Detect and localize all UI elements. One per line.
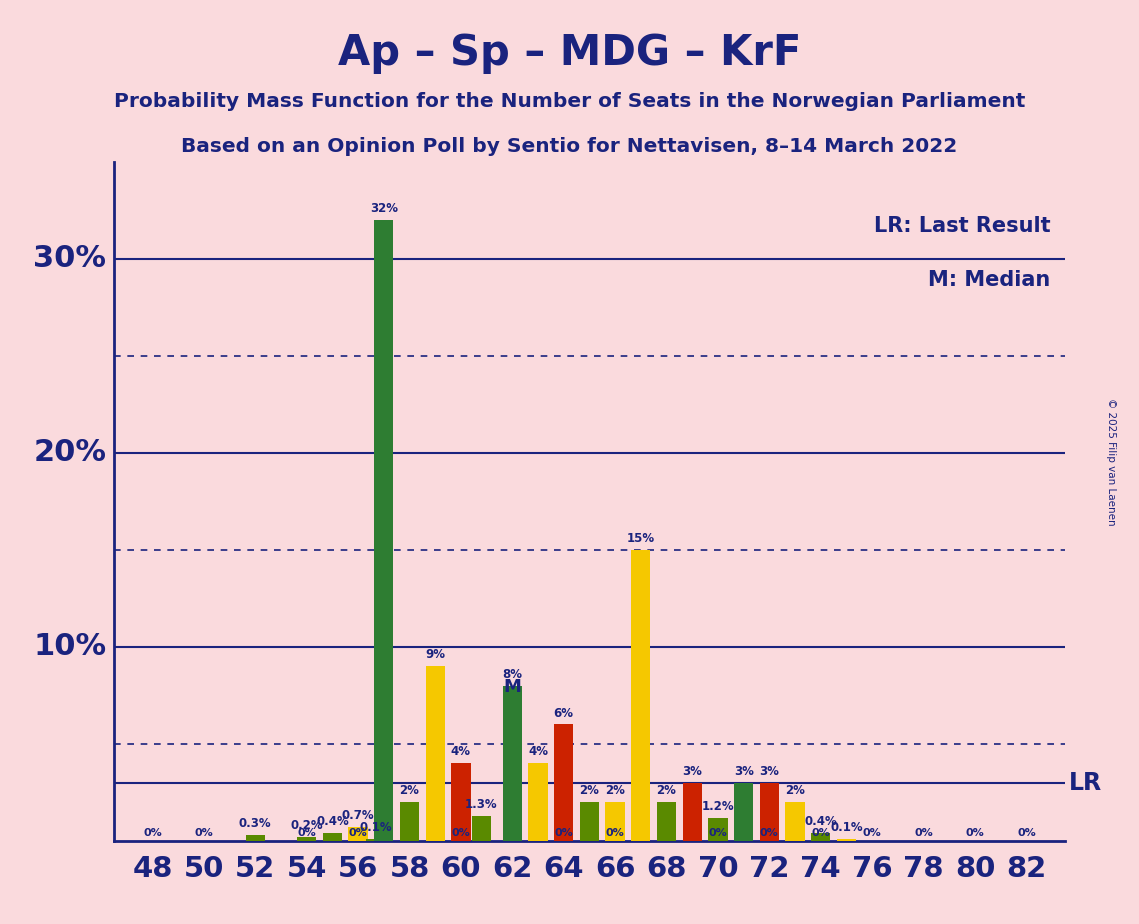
- Bar: [426, 666, 445, 841]
- Text: 0.7%: 0.7%: [342, 809, 375, 822]
- Bar: [606, 802, 625, 841]
- Text: 20%: 20%: [33, 438, 106, 468]
- Bar: [734, 783, 753, 841]
- Text: 0%: 0%: [708, 828, 728, 838]
- Bar: [657, 802, 677, 841]
- Bar: [811, 833, 830, 841]
- Text: 0%: 0%: [349, 828, 368, 838]
- Bar: [554, 724, 573, 841]
- Text: 0%: 0%: [760, 828, 779, 838]
- Text: 30%: 30%: [33, 244, 106, 274]
- Text: 0%: 0%: [144, 828, 162, 838]
- Text: 0%: 0%: [297, 828, 316, 838]
- Bar: [786, 802, 805, 841]
- Text: M: M: [503, 678, 522, 696]
- Text: 0%: 0%: [811, 828, 830, 838]
- Text: 6%: 6%: [554, 707, 574, 720]
- Text: 0%: 0%: [966, 828, 984, 838]
- Text: 0.1%: 0.1%: [830, 821, 862, 834]
- Bar: [837, 839, 857, 841]
- Text: 0.2%: 0.2%: [290, 819, 323, 833]
- Text: 0%: 0%: [915, 828, 933, 838]
- Bar: [400, 802, 419, 841]
- Text: 0%: 0%: [863, 828, 882, 838]
- Text: 1.2%: 1.2%: [702, 799, 735, 813]
- Text: Probability Mass Function for the Number of Seats in the Norwegian Parliament: Probability Mass Function for the Number…: [114, 92, 1025, 112]
- Bar: [374, 220, 393, 841]
- Bar: [297, 837, 317, 841]
- Bar: [472, 816, 491, 841]
- Text: 9%: 9%: [425, 649, 445, 662]
- Text: 3%: 3%: [734, 765, 754, 778]
- Text: 3%: 3%: [760, 765, 779, 778]
- Bar: [367, 839, 386, 841]
- Text: 2%: 2%: [605, 784, 625, 797]
- Bar: [451, 763, 470, 841]
- Bar: [760, 783, 779, 841]
- Text: 2%: 2%: [785, 784, 805, 797]
- Text: 4%: 4%: [528, 746, 548, 759]
- Text: 0%: 0%: [555, 828, 573, 838]
- Text: LR: LR: [1068, 771, 1101, 795]
- Bar: [322, 833, 342, 841]
- Text: 4%: 4%: [451, 746, 470, 759]
- Text: 10%: 10%: [33, 632, 106, 662]
- Text: © 2025 Filip van Laenen: © 2025 Filip van Laenen: [1106, 398, 1115, 526]
- Text: 2%: 2%: [580, 784, 599, 797]
- Text: 32%: 32%: [370, 202, 398, 215]
- Text: 2%: 2%: [656, 784, 677, 797]
- Text: 0%: 0%: [195, 828, 213, 838]
- Text: Ap – Sp – MDG – KrF: Ap – Sp – MDG – KrF: [338, 32, 801, 74]
- Text: 0.1%: 0.1%: [360, 821, 393, 834]
- Text: LR: Last Result: LR: Last Result: [874, 216, 1050, 236]
- Bar: [682, 783, 702, 841]
- Text: Based on an Opinion Poll by Sentio for Nettavisen, 8–14 March 2022: Based on an Opinion Poll by Sentio for N…: [181, 137, 958, 156]
- Bar: [580, 802, 599, 841]
- Text: 15%: 15%: [626, 532, 655, 545]
- Bar: [708, 818, 728, 841]
- Text: 0%: 0%: [451, 828, 470, 838]
- Text: M: Median: M: Median: [928, 271, 1050, 290]
- Text: 1.3%: 1.3%: [465, 797, 498, 810]
- Text: 0%: 0%: [606, 828, 624, 838]
- Text: 0.4%: 0.4%: [804, 815, 837, 828]
- Text: 0.4%: 0.4%: [316, 815, 349, 828]
- Bar: [528, 763, 548, 841]
- Bar: [631, 550, 650, 841]
- Text: 0.3%: 0.3%: [239, 817, 271, 830]
- Text: 8%: 8%: [502, 668, 523, 681]
- Text: 3%: 3%: [682, 765, 702, 778]
- Bar: [349, 827, 368, 841]
- Text: 2%: 2%: [400, 784, 419, 797]
- Bar: [246, 835, 265, 841]
- Bar: [502, 686, 522, 841]
- Text: 0%: 0%: [1017, 828, 1035, 838]
